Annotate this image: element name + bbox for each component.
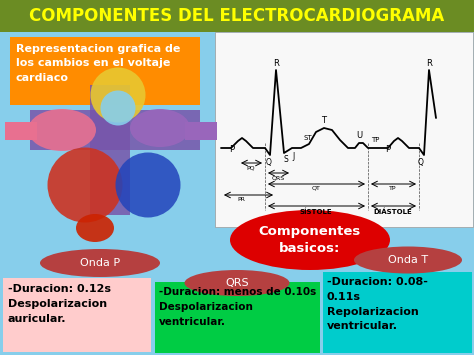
Ellipse shape xyxy=(130,109,190,147)
FancyBboxPatch shape xyxy=(215,32,473,227)
Text: Representacion grafica de
los cambios en el voltaje
cardiaco: Representacion grafica de los cambios en… xyxy=(16,44,181,83)
FancyBboxPatch shape xyxy=(323,272,472,353)
Text: -Duracion: 0.12s
Despolarizacion
auricular.: -Duracion: 0.12s Despolarizacion auricul… xyxy=(8,284,111,324)
Text: J: J xyxy=(293,152,295,161)
FancyBboxPatch shape xyxy=(0,32,474,355)
Text: SÍSTOLE: SÍSTOLE xyxy=(300,208,332,214)
Text: T: T xyxy=(321,116,327,125)
Text: Componentes
basicos:: Componentes basicos: xyxy=(259,224,361,256)
Ellipse shape xyxy=(76,214,114,242)
Text: QRS: QRS xyxy=(272,175,284,180)
Text: Onda T: Onda T xyxy=(388,255,428,265)
FancyBboxPatch shape xyxy=(155,282,320,353)
Text: -Duracion: menos de 0.10s
Despolarizacion
ventricular.: -Duracion: menos de 0.10s Despolarizacio… xyxy=(159,287,316,327)
Ellipse shape xyxy=(28,109,96,151)
Text: P: P xyxy=(229,145,234,154)
Ellipse shape xyxy=(100,91,136,126)
Text: R: R xyxy=(426,59,432,68)
Text: COMPONENTES DEL ELECTROCARDIOGRAMA: COMPONENTES DEL ELECTROCARDIOGRAMA xyxy=(29,7,445,25)
Ellipse shape xyxy=(91,67,146,122)
FancyBboxPatch shape xyxy=(90,85,130,215)
Ellipse shape xyxy=(230,210,390,270)
Text: P: P xyxy=(385,145,390,154)
Text: Onda P: Onda P xyxy=(80,258,120,268)
Text: QT: QT xyxy=(311,186,320,191)
Text: PR: PR xyxy=(237,197,245,202)
Text: TP: TP xyxy=(389,186,397,191)
Text: R: R xyxy=(273,59,279,68)
Text: ST: ST xyxy=(304,135,313,141)
Text: DIÁSTOLE: DIÁSTOLE xyxy=(374,208,412,214)
Ellipse shape xyxy=(116,153,181,218)
FancyBboxPatch shape xyxy=(0,0,474,32)
Text: -Duracion: 0.08-
0.11s
Repolarizacion
ventricular.: -Duracion: 0.08- 0.11s Repolarizacion ve… xyxy=(327,277,428,332)
Text: Q: Q xyxy=(266,158,272,167)
Text: Q: Q xyxy=(418,158,424,167)
FancyBboxPatch shape xyxy=(10,37,200,105)
Text: PQ: PQ xyxy=(246,165,255,170)
FancyBboxPatch shape xyxy=(5,37,220,257)
Text: S: S xyxy=(283,155,288,164)
Ellipse shape xyxy=(184,270,290,296)
Text: TP: TP xyxy=(371,137,379,143)
FancyBboxPatch shape xyxy=(30,110,200,150)
Ellipse shape xyxy=(40,249,160,277)
Text: U: U xyxy=(356,131,362,140)
FancyBboxPatch shape xyxy=(3,278,151,352)
Ellipse shape xyxy=(354,246,462,273)
FancyBboxPatch shape xyxy=(185,122,217,140)
Text: QRS: QRS xyxy=(225,278,249,288)
Ellipse shape xyxy=(47,147,122,223)
FancyBboxPatch shape xyxy=(5,122,37,140)
